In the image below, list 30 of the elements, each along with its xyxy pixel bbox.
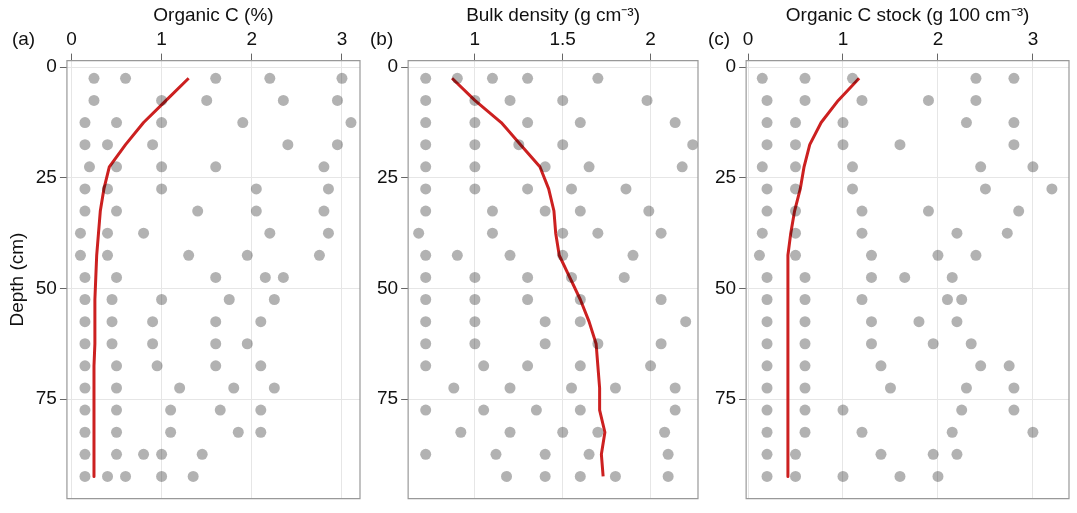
y-tick-label: 75 [35, 387, 57, 409]
x-axis-title: Organic C (%) [153, 3, 274, 25]
x-axis-title: Bulk density (g cm⁻³) [466, 3, 640, 25]
chart-title: (a) [11, 28, 36, 50]
x-tick-label: 0 [742, 28, 754, 50]
y-tick-label: 50 [35, 276, 57, 298]
y-tick-label: 0 [725, 55, 737, 77]
y-tick-label: 50 [376, 276, 399, 298]
x-tick-label: 1 [837, 28, 849, 50]
x-tick-label: 2 [645, 28, 656, 50]
x-tick-label: 3 [1027, 28, 1039, 50]
y-tick-label: 0 [387, 55, 399, 77]
y-tick-label: 25 [376, 166, 399, 188]
x-tick-label: 2 [246, 28, 258, 50]
x-tick-label: 0 [66, 28, 77, 50]
x-tick-label: 1 [469, 28, 481, 50]
y-axis-title: Depth (cm) [5, 232, 27, 327]
x-tick-label: 3 [336, 28, 348, 50]
chart-title: (b) [370, 28, 394, 50]
y-tick-label: 75 [376, 387, 399, 409]
y-tick-label: 50 [714, 276, 737, 298]
y-tick-label: 75 [714, 387, 737, 409]
x-tick-label: 1.5 [549, 28, 576, 50]
x-axis-title: Organic C stock (g 100 cm⁻³) [785, 3, 1030, 25]
y-tick-label: 25 [35, 166, 57, 188]
x-tick-label: 1 [156, 28, 167, 50]
y-tick-label: 25 [714, 166, 737, 188]
chart-title: (c) [708, 28, 731, 50]
x-tick-label: 2 [932, 28, 944, 50]
y-tick-label: 0 [46, 55, 57, 77]
